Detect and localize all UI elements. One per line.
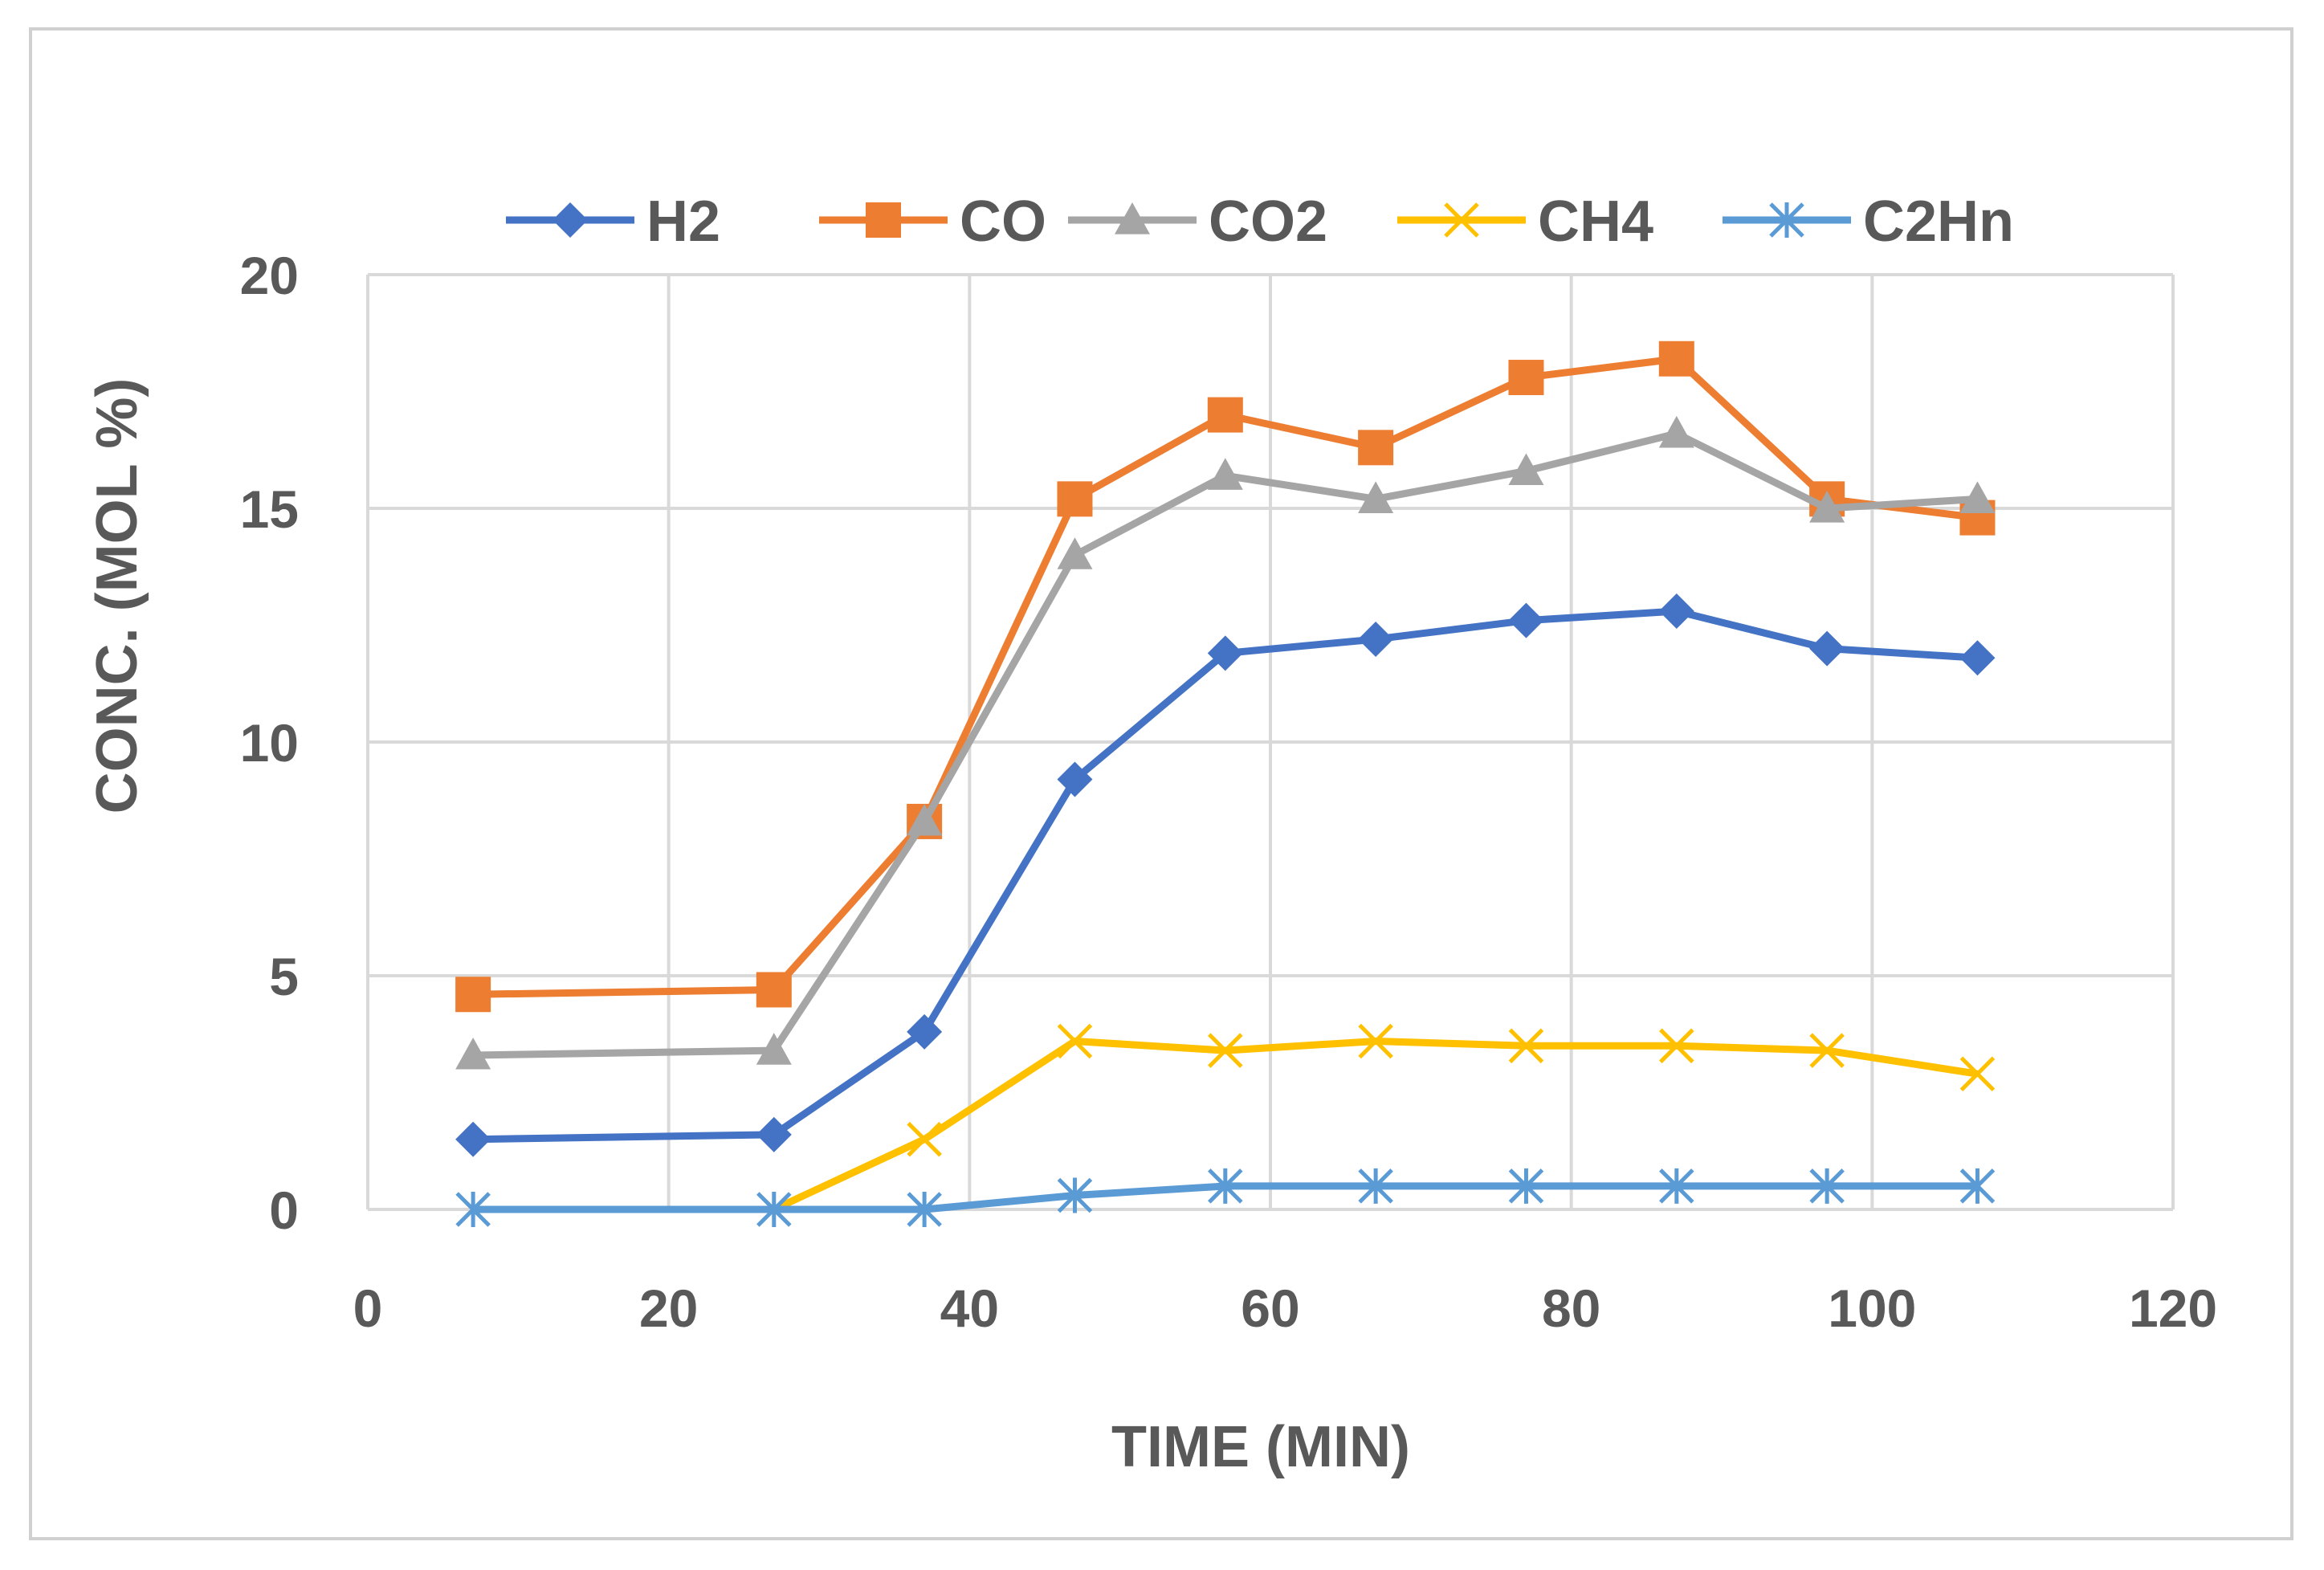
legend-label: H2 (646, 190, 720, 254)
y-tick-label: 10 (240, 713, 299, 773)
y-tick-label: 15 (240, 479, 299, 539)
data-point-ch4 (1208, 1033, 1243, 1068)
x-tick-label: 20 (639, 1278, 698, 1338)
data-point-co2 (1959, 481, 1996, 513)
legend-entry-ch4: CH4 (1397, 190, 1653, 254)
x-tick-label: 40 (940, 1278, 999, 1338)
legend-entry-co: CO (819, 190, 1046, 254)
series-ch4 (772, 1023, 1996, 1213)
x-tick-label: 60 (1241, 1278, 1299, 1338)
data-point-h2 (1508, 602, 1544, 638)
data-point-c2hn (1659, 1168, 1694, 1204)
data-point-co2 (907, 803, 943, 836)
legend-marker (552, 202, 588, 238)
data-point-co (1207, 397, 1243, 433)
series-co2 (455, 415, 1996, 1070)
data-point-ch4 (1508, 1028, 1544, 1064)
data-point-co (455, 977, 491, 1013)
data-point-co2 (1358, 481, 1394, 513)
y-tick-label: 20 (240, 246, 299, 305)
data-point-co (1658, 341, 1694, 377)
legend-label: CO (960, 190, 1046, 254)
data-point-c2hn (1208, 1168, 1243, 1204)
data-point-ch4 (1057, 1023, 1093, 1059)
data-point-c2hn (455, 1192, 491, 1227)
data-point-co (1057, 481, 1093, 517)
data-point-ch4 (1659, 1028, 1694, 1064)
data-point-ch4 (907, 1121, 942, 1157)
data-point-c2hn (907, 1192, 942, 1227)
series-line-h2 (473, 607, 1978, 1144)
gridlines (366, 273, 2175, 1211)
series-c2hn (455, 1168, 1996, 1227)
legend-entry-h2: H2 (506, 190, 720, 254)
data-point-h2 (1057, 761, 1093, 797)
series-line-c2hn (473, 1182, 1978, 1213)
data-point-h2 (1358, 621, 1394, 657)
data-point-co (756, 972, 792, 1008)
data-point-c2hn (1959, 1168, 1996, 1204)
series-line-co2 (473, 430, 1978, 1059)
legend-marker (1115, 202, 1150, 234)
series-lines (455, 341, 1996, 1227)
data-point-co2 (756, 1033, 792, 1065)
data-point-co (1508, 360, 1544, 396)
legend: H2 CO CO2 CH4 C2Hn (506, 190, 2014, 254)
data-point-co2 (455, 1037, 491, 1070)
series-h2 (455, 593, 1996, 1157)
legend-entry-c2hn: C2Hn (1723, 190, 2014, 254)
legend-label: CH4 (1538, 190, 1653, 254)
data-point-h2 (756, 1116, 792, 1152)
data-point-co2 (1508, 453, 1544, 486)
data-point-c2hn (1358, 1168, 1393, 1204)
data-point-ch4 (1959, 1056, 1996, 1091)
legend-marker (1444, 202, 1479, 238)
data-point-h2 (907, 1013, 943, 1050)
data-point-h2 (1658, 593, 1694, 630)
legend-label: C2Hn (1863, 190, 2014, 254)
x-tick-label: 0 (353, 1278, 383, 1338)
data-point-ch4 (1358, 1023, 1393, 1059)
axes: 0 5 10 15 20 0 20 40 60 80 100 120 (240, 246, 2217, 1338)
data-point-c2hn (1057, 1177, 1093, 1213)
chart-frame (29, 27, 2293, 1540)
data-point-co2 (1057, 537, 1093, 569)
x-axis-title: TIME (MIN) (1111, 1415, 1410, 1479)
y-tick-label: 0 (269, 1181, 299, 1240)
data-point-c2hn (1809, 1168, 1845, 1204)
data-point-co2 (1658, 415, 1694, 448)
data-point-h2 (455, 1121, 491, 1157)
x-tick-label: 80 (1542, 1278, 1600, 1338)
data-point-c2hn (1508, 1168, 1544, 1204)
data-point-h2 (1959, 640, 1996, 676)
legend-marker (1769, 202, 1804, 238)
legend-marker (866, 202, 901, 238)
series-line-co (473, 355, 1979, 998)
legend-label: CO2 (1209, 190, 1327, 254)
data-point-co (1358, 430, 1394, 466)
x-tick-label: 100 (1828, 1278, 1916, 1338)
y-tick-label: 5 (269, 947, 299, 1006)
x-tick-label: 120 (2129, 1278, 2217, 1338)
legend-entry-co2: CO2 (1068, 190, 1327, 254)
data-point-c2hn (756, 1192, 792, 1227)
y-axis-title: CONC. (MOL %) (85, 378, 149, 814)
data-point-ch4 (1809, 1033, 1845, 1068)
data-point-h2 (1809, 630, 1845, 667)
data-point-co2 (1809, 491, 1845, 523)
series-co (455, 341, 1996, 1013)
data-point-h2 (1207, 635, 1243, 671)
data-point-co2 (1207, 458, 1243, 490)
